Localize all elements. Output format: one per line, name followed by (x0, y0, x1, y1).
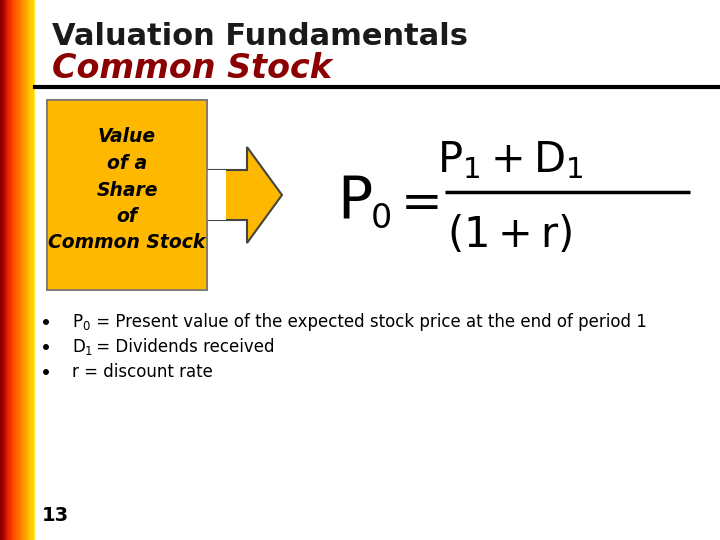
Bar (26, 0, 29, 540)
Bar (23, 0, 26, 540)
Bar (12, 0, 14, 540)
Text: $\mathrm{(1+r)}$: $\mathrm{(1+r)}$ (447, 214, 573, 256)
Bar (4, 0, 7, 540)
Text: Valuation Fundamentals: Valuation Fundamentals (52, 22, 468, 51)
Circle shape (44, 320, 48, 324)
Text: 13: 13 (42, 506, 69, 525)
Bar (204, 170, 226, 220)
Bar (19, 0, 22, 540)
Bar (14, 0, 17, 540)
Bar (47, 100, 207, 290)
Bar (30, 0, 33, 540)
Text: = Dividends received: = Dividends received (91, 338, 274, 356)
Bar (28, 0, 31, 540)
Bar (21, 0, 24, 540)
Circle shape (44, 345, 48, 349)
Text: $\mathrm{P}$: $\mathrm{P}$ (338, 174, 373, 230)
Text: r = discount rate: r = discount rate (72, 363, 213, 381)
Text: $\mathregular{P_0}$: $\mathregular{P_0}$ (72, 312, 91, 332)
Text: $\mathregular{D_1}$: $\mathregular{D_1}$ (72, 337, 94, 357)
Polygon shape (197, 147, 282, 243)
Bar (0, 0, 3, 540)
Circle shape (44, 370, 48, 374)
Bar (17, 0, 19, 540)
Bar (7, 0, 10, 540)
Text: $\mathrm{0}$: $\mathrm{0}$ (370, 201, 391, 234)
Text: Common Stock: Common Stock (52, 52, 332, 85)
Bar (32, 0, 35, 540)
Bar (9, 0, 12, 540)
Text: Value
of a
Share
of
Common Stock: Value of a Share of Common Stock (48, 127, 206, 253)
Text: = Present value of the expected stock price at the end of period 1: = Present value of the expected stock pr… (91, 313, 647, 331)
Bar (47, 100, 207, 290)
Bar (2, 0, 5, 540)
Text: $\mathrm{P_1 + D_1}$: $\mathrm{P_1 + D_1}$ (437, 139, 583, 181)
Text: Value
of a
Share
of
Common Stock: Value of a Share of Common Stock (48, 127, 206, 253)
Text: $=$: $=$ (391, 177, 439, 227)
